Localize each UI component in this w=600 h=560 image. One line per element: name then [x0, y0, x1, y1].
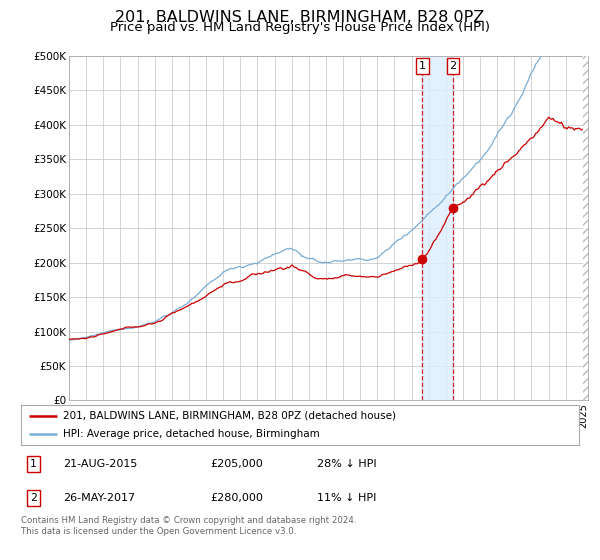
Text: £205,000: £205,000: [211, 459, 263, 469]
Bar: [583, 56, 596, 400]
Text: 21-AUG-2015: 21-AUG-2015: [63, 459, 137, 469]
Text: 28% ↓ HPI: 28% ↓ HPI: [317, 459, 376, 469]
Text: 1: 1: [30, 459, 37, 469]
Text: Contains HM Land Registry data © Crown copyright and database right 2024.
This d: Contains HM Land Registry data © Crown c…: [21, 516, 356, 536]
Text: Price paid vs. HM Land Registry's House Price Index (HPI): Price paid vs. HM Land Registry's House …: [110, 21, 490, 34]
Text: HPI: Average price, detached house, Birmingham: HPI: Average price, detached house, Birm…: [63, 430, 320, 439]
Text: 201, BALDWINS LANE, BIRMINGHAM, B28 0PZ (detached house): 201, BALDWINS LANE, BIRMINGHAM, B28 0PZ …: [63, 411, 396, 421]
Text: 11% ↓ HPI: 11% ↓ HPI: [317, 493, 376, 503]
Text: 26-MAY-2017: 26-MAY-2017: [63, 493, 135, 503]
Text: 2: 2: [449, 61, 457, 71]
Text: 201, BALDWINS LANE, BIRMINGHAM, B28 0PZ: 201, BALDWINS LANE, BIRMINGHAM, B28 0PZ: [115, 10, 485, 25]
Bar: [583, 56, 600, 400]
Bar: [422, 56, 453, 400]
Text: £280,000: £280,000: [211, 493, 263, 503]
Text: 2: 2: [30, 493, 37, 503]
Text: 1: 1: [419, 61, 426, 71]
